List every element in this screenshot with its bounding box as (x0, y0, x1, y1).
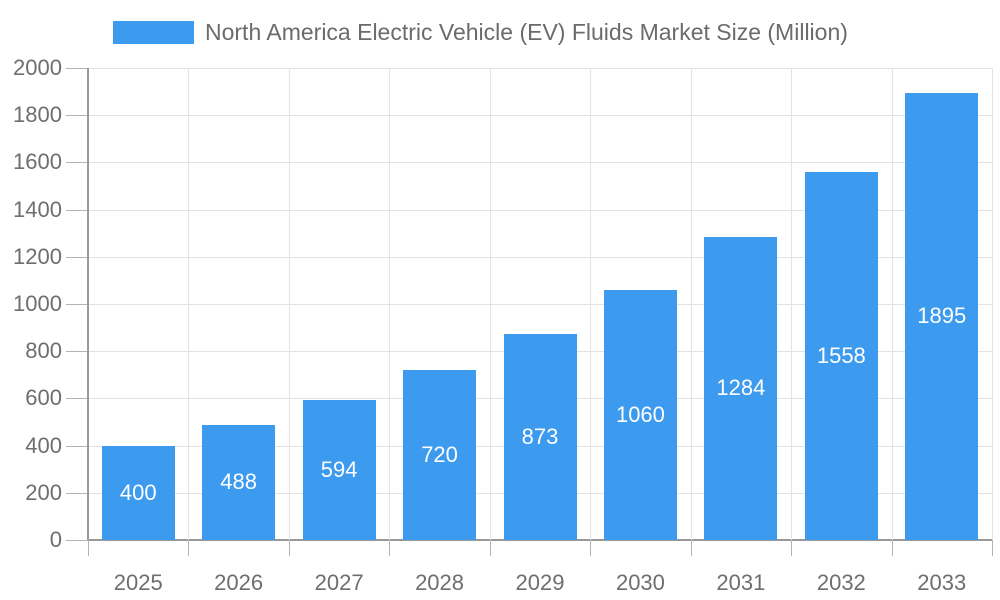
x-gridline (690, 68, 692, 540)
bar-2033[interactable]: 1895 (905, 92, 979, 540)
bar-value-label: 400 (119, 479, 157, 505)
bar-value-label: 594 (320, 456, 358, 482)
bar-value-label: 1284 (716, 375, 766, 401)
y-tick-label: 200 (25, 479, 62, 505)
y-gridline (88, 304, 992, 305)
x-tick-label-2031: 2031 (716, 570, 766, 595)
x-tick-label-2027: 2027 (314, 570, 364, 595)
bar-2032[interactable]: 1558 (804, 172, 878, 540)
bar-value-label: 488 (220, 469, 258, 495)
bar-2031[interactable]: 1284 (704, 236, 778, 540)
x-axis-line (88, 539, 992, 541)
y-tick-label: 1000 (13, 291, 62, 316)
y-tick-label: 400 (25, 432, 62, 458)
x-gridline (590, 68, 592, 540)
x-gridline (389, 68, 391, 540)
bar-2027[interactable]: 594 (302, 399, 376, 540)
x-axis-tick (188, 540, 190, 556)
y-axis-tick (66, 256, 88, 258)
legend-item[interactable]: North America Electric Vehicle (EV) Flui… (113, 19, 848, 47)
bar-value-label: 1895 (917, 303, 967, 329)
y-axis-tick (66, 445, 88, 447)
x-tick-label-2025: 2025 (113, 570, 163, 595)
x-tick-label-2028: 2028 (415, 570, 465, 595)
y-tick-label: 600 (25, 385, 62, 411)
bar-2026[interactable]: 488 (202, 424, 276, 540)
y-gridline (88, 162, 992, 164)
y-tick-label: 1400 (13, 196, 62, 222)
x-gridline (288, 68, 290, 540)
x-axis-tick (590, 540, 592, 556)
x-gridline (891, 68, 893, 540)
bar-2025[interactable]: 400 (101, 445, 175, 540)
y-gridline (88, 209, 992, 211)
y-axis-tick (66, 492, 88, 494)
bar-value-label: 1558 (816, 343, 866, 369)
bar-2028[interactable]: 720 (403, 370, 477, 540)
y-axis-tick (66, 115, 88, 117)
bar-value-label: 1060 (615, 401, 665, 427)
x-gridline (188, 68, 190, 540)
y-tick-label: 0 (49, 527, 62, 552)
y-gridline (88, 115, 992, 117)
x-tick-label-2030: 2030 (615, 570, 665, 595)
x-gridline (791, 68, 793, 540)
y-axis-tick (66, 351, 88, 353)
x-gridline (992, 68, 993, 540)
x-axis-tick (891, 540, 893, 556)
x-tick-label-2026: 2026 (214, 570, 264, 595)
x-gridline (489, 68, 491, 540)
x-axis-tick (791, 540, 793, 556)
x-tick-label-2032: 2032 (816, 570, 866, 595)
x-tick-label-2029: 2029 (515, 570, 565, 595)
y-tick-label: 1600 (13, 149, 62, 175)
y-tick-label: 2000 (13, 55, 62, 80)
y-gridline (88, 68, 992, 69)
y-tick-label: 1200 (13, 243, 62, 269)
y-axis-line (87, 68, 89, 540)
bar-2030[interactable]: 1060 (603, 289, 677, 540)
legend-label: North America Electric Vehicle (EV) Flui… (205, 19, 848, 45)
x-axis-tick (690, 540, 692, 556)
x-tick-label-2033: 2033 (917, 570, 967, 595)
y-tick-label: 1800 (13, 102, 62, 128)
y-axis-tick (66, 162, 88, 164)
y-axis-tick (66, 398, 88, 400)
legend-swatch (113, 21, 194, 45)
x-axis-tick (489, 540, 491, 556)
bar-2029[interactable]: 873 (503, 333, 577, 540)
y-axis-tick (66, 209, 88, 211)
y-tick-label: 800 (25, 338, 62, 364)
y-gridline (88, 256, 992, 258)
bar-value-label: 720 (421, 442, 458, 468)
bar-value-label: 873 (521, 423, 559, 449)
x-axis-tick (992, 540, 993, 556)
x-axis-tick (389, 540, 391, 556)
y-axis-tick (66, 68, 88, 69)
y-axis-tick (66, 540, 88, 541)
x-axis-tick (288, 540, 290, 556)
y-axis-tick (66, 304, 88, 305)
x-axis-tick (88, 540, 89, 556)
